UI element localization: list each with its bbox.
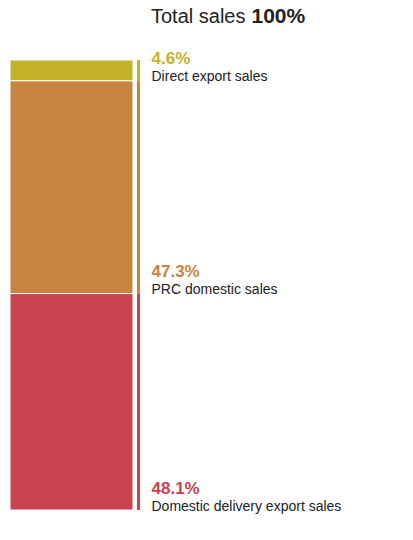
svg-text:Domestic delivery export sales: Domestic delivery export sales [152,498,342,514]
svg-text:48.1%: 48.1% [152,479,200,498]
svg-text:4.6%: 4.6% [152,49,191,68]
html-text:Total sales 100%: Total sales 100% [151,4,306,27]
svg-text:47.3%: 47.3% [152,262,200,281]
svg-text:Direct export sales: Direct export sales [152,68,268,84]
svg-text:PRC domestic sales: PRC domestic sales [152,281,278,297]
